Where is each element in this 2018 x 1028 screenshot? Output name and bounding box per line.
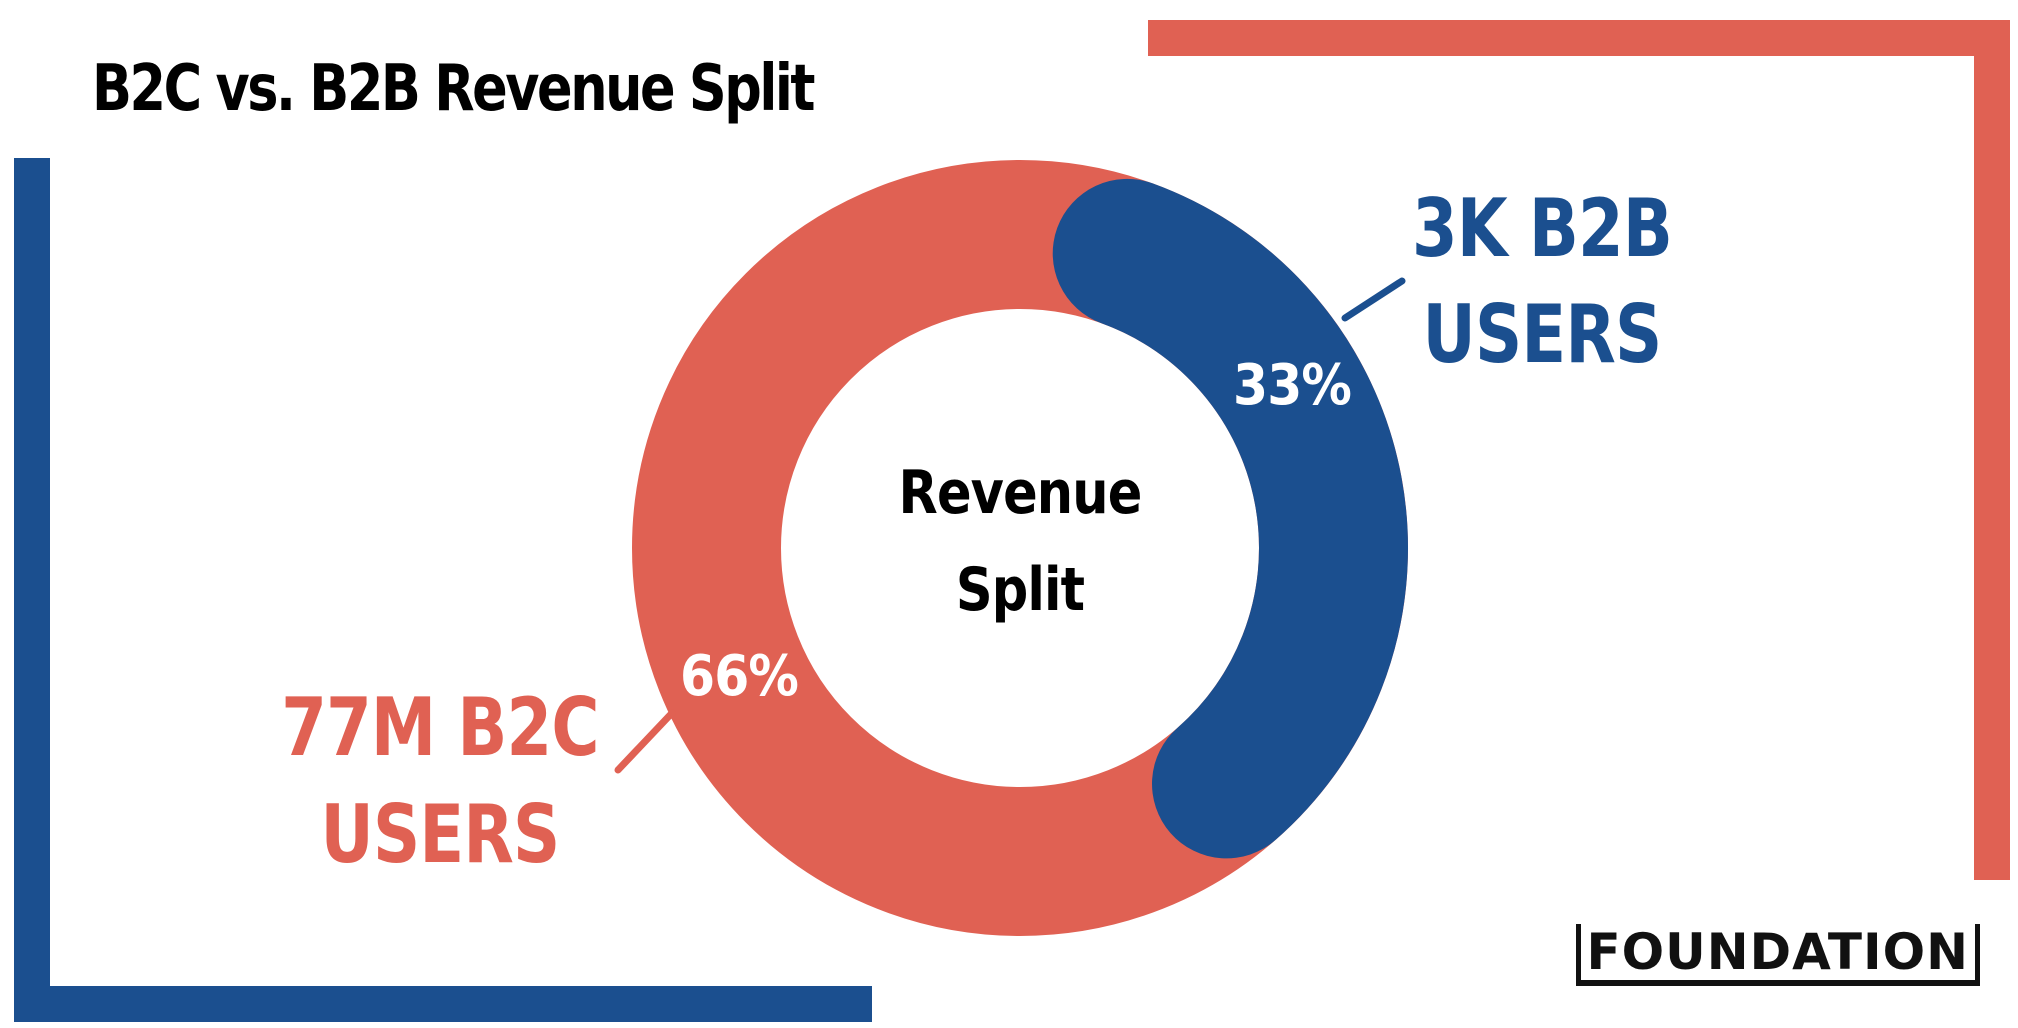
percent-label-b2b: 33% — [1233, 352, 1351, 417]
percent-label-b2c: 66% — [680, 643, 798, 708]
chart-title: B2C vs. B2B Revenue Split — [92, 52, 816, 126]
callout-b2c-line1: 77M B2C — [281, 682, 598, 775]
frame-right-red-bar — [1974, 20, 2010, 880]
frame-bottom-blue-bar — [14, 986, 872, 1022]
leader-line-b2c — [614, 709, 676, 774]
leader-line-b2b — [1341, 277, 1406, 322]
frame-left-blue-bar — [14, 158, 50, 1022]
slice-b2b — [1052, 178, 1408, 859]
callout-b2b-line1: 3K B2B — [1412, 183, 1672, 276]
labels-layer: Revenue Split 33% 66% 3K B2B USERS 77M B2C USER… — [281, 183, 1673, 882]
leaders-layer — [614, 277, 1406, 774]
brand-logo: FOUNDATION — [1575, 924, 1980, 986]
frame-top-red-bar — [1148, 20, 2010, 56]
slices-layer — [632, 160, 1408, 936]
center-label-line2: Split — [956, 555, 1085, 625]
center-label-line1: Revenue — [899, 458, 1142, 528]
callout-b2c-line2: USERS — [321, 789, 560, 882]
callout-b2b-line2: USERS — [1423, 289, 1662, 382]
